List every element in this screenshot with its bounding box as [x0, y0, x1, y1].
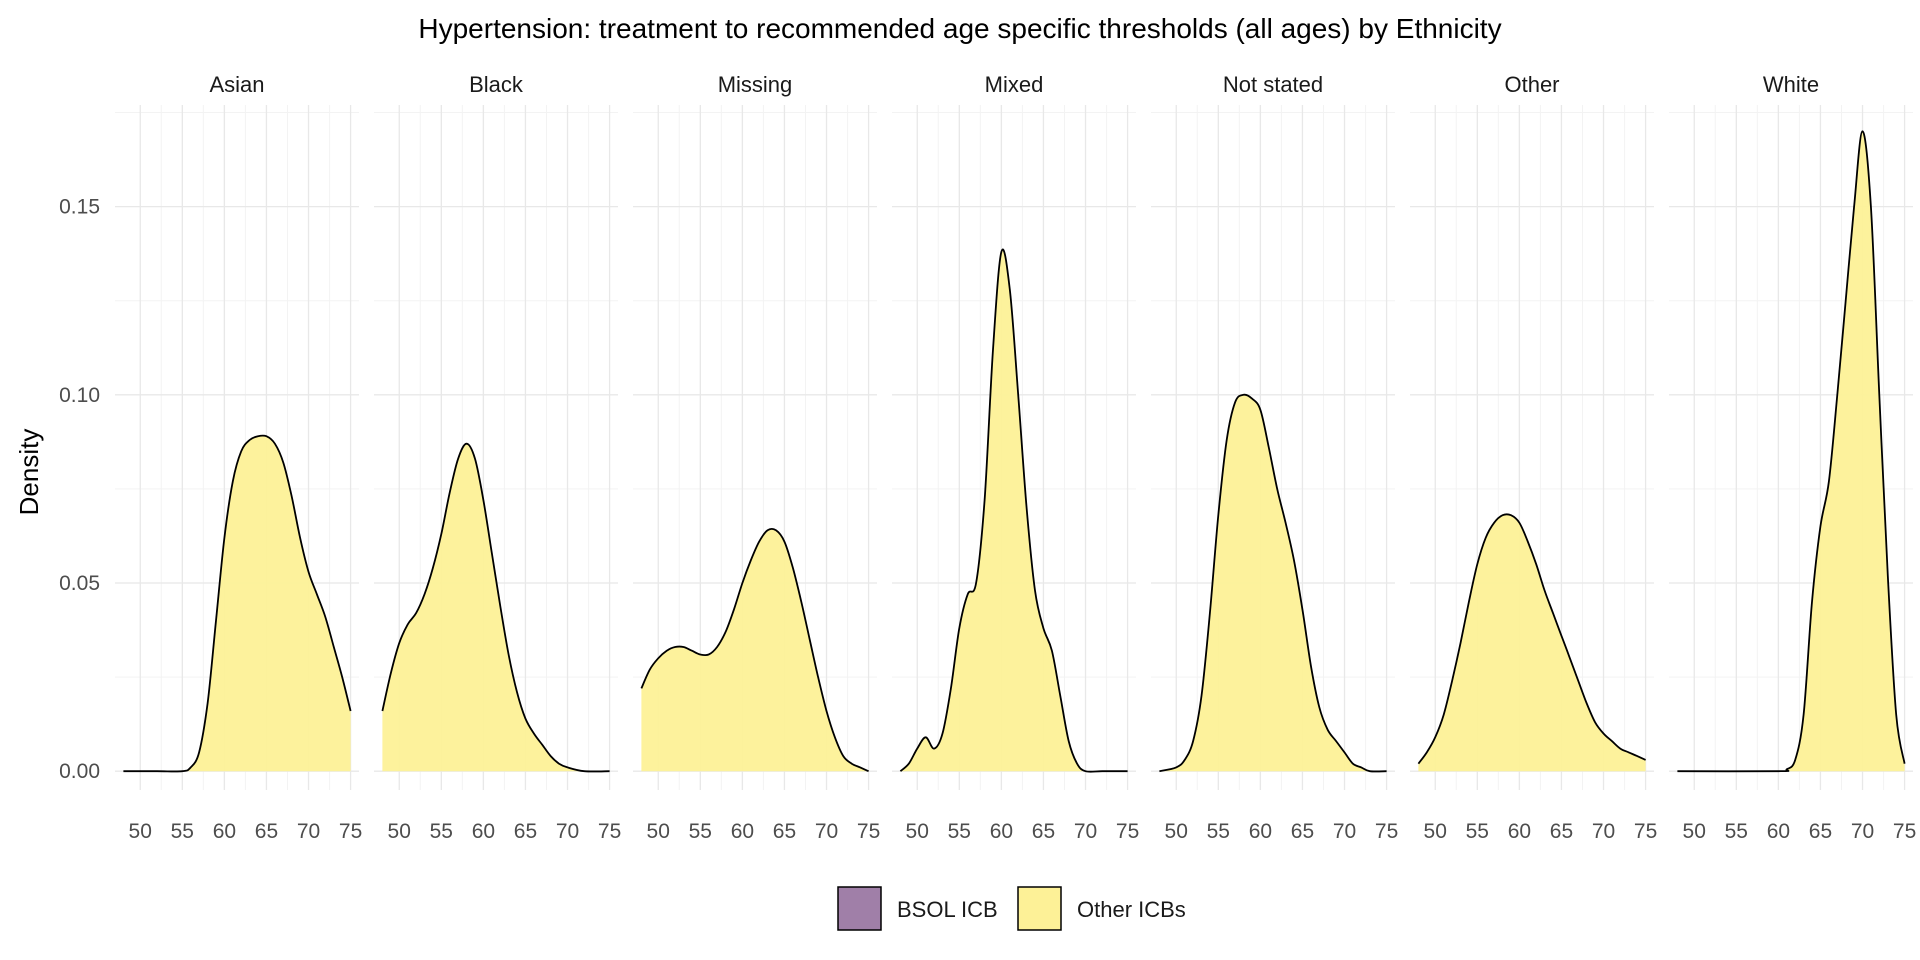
legend-swatch-other-icbs	[1017, 886, 1062, 931]
density-line-white	[1677, 130, 1906, 773]
x-tick-label: 55	[948, 820, 971, 843]
x-tick-label: 50	[1424, 820, 1447, 843]
density-line-not-stated	[1159, 393, 1387, 773]
panel-other: Other 50 55 60 65 70 75	[1410, 72, 1657, 843]
density-area-white	[1677, 131, 1905, 772]
x-tick-label: 60	[472, 820, 495, 843]
density-area-missing	[641, 528, 869, 772]
y-tick-label: 0.10	[59, 384, 100, 407]
x-tick-label: 50	[129, 820, 152, 843]
x-tick-label: 55	[1725, 820, 1748, 843]
density-area-not-stated	[1159, 394, 1387, 772]
facet-label-white: White	[1763, 72, 1819, 97]
panel-black: Black 50 55 60 65 70 75	[374, 72, 621, 843]
x-tick-label: 70	[1074, 820, 1097, 843]
x-tick-label: 50	[906, 820, 929, 843]
density-line-black	[381, 442, 610, 773]
density-area-mixed	[900, 249, 1128, 772]
x-tick-label: 75	[1375, 820, 1398, 843]
facet-label-missing: Missing	[718, 72, 793, 97]
x-tick-label: 60	[213, 820, 236, 843]
x-tick-label: 60	[990, 820, 1013, 843]
legend: BSOL ICB Other ICBs	[837, 886, 1186, 931]
y-tick-label: 0.15	[59, 196, 100, 219]
density-line-missing	[640, 527, 869, 773]
legend-label-other-icbs: Other ICBs	[1077, 897, 1186, 922]
density-line-mixed	[899, 248, 1128, 773]
x-tick-label: 75	[1893, 820, 1916, 843]
x-tick-label: 65	[1032, 820, 1055, 843]
x-tick-label: 55	[689, 820, 712, 843]
density-line-other	[1417, 513, 1646, 765]
x-tick-label: 65	[255, 820, 278, 843]
x-tick-label: 55	[1207, 820, 1230, 843]
x-tick-label: 65	[514, 820, 537, 843]
panel-white: White 50 55 60 65 70 75	[1669, 72, 1916, 843]
facet-label-not-stated: Not stated	[1223, 72, 1323, 97]
x-tick-label: 50	[1683, 820, 1706, 843]
x-tick-label: 70	[815, 820, 838, 843]
x-tick-label: 65	[1291, 820, 1314, 843]
x-tick-label: 60	[1767, 820, 1790, 843]
panel-asian: Asian 50 55 60 65 70 75	[115, 72, 362, 843]
x-tick-label: 50	[647, 820, 670, 843]
panel-missing: Missing 50 55 60 65 70 75	[633, 72, 880, 843]
density-area-black	[382, 443, 610, 772]
density-area-other	[1418, 514, 1646, 772]
x-tick-label: 70	[556, 820, 579, 843]
x-tick-label: 65	[1809, 820, 1832, 843]
x-tick-label: 70	[1592, 820, 1615, 843]
legend-label-bsol-icb: BSOL ICB	[897, 897, 998, 922]
x-tick-label: 75	[1116, 820, 1139, 843]
chart-title: Hypertension: treatment to recommended a…	[418, 13, 1501, 44]
y-tick-label: 0.00	[59, 760, 100, 783]
x-tick-label: 60	[731, 820, 754, 843]
facet-label-black: Black	[469, 72, 524, 97]
density-line-asian	[123, 434, 352, 773]
x-tick-label: 75	[1634, 820, 1657, 843]
facet-label-mixed: Mixed	[985, 72, 1044, 97]
y-axis-ticks: 0.00 0.05 0.10 0.15	[59, 196, 100, 784]
x-tick-label: 50	[1165, 820, 1188, 843]
density-area-asian	[123, 435, 351, 772]
x-tick-label: 65	[773, 820, 796, 843]
x-tick-label: 65	[1550, 820, 1573, 843]
facet-label-other: Other	[1504, 72, 1559, 97]
y-axis-label: Density	[14, 429, 44, 516]
panel-not-stated: Not stated 50 55 60 65 70 75	[1151, 72, 1398, 843]
facet-label-asian: Asian	[209, 72, 264, 97]
x-tick-label: 55	[1466, 820, 1489, 843]
x-tick-label: 70	[297, 820, 320, 843]
panel-mixed: Mixed 50 55 60 65 70 75	[892, 72, 1139, 843]
x-tick-label: 75	[339, 820, 362, 843]
x-tick-label: 50	[388, 820, 411, 843]
x-tick-label: 60	[1249, 820, 1272, 843]
x-tick-label: 75	[857, 820, 880, 843]
x-tick-label: 70	[1851, 820, 1874, 843]
x-tick-label: 55	[171, 820, 194, 843]
legend-swatch-bsol-icb	[837, 886, 882, 931]
x-tick-label: 60	[1508, 820, 1531, 843]
x-tick-label: 55	[430, 820, 453, 843]
x-tick-label: 75	[598, 820, 621, 843]
y-tick-label: 0.05	[59, 572, 100, 595]
x-tick-label: 70	[1333, 820, 1356, 843]
